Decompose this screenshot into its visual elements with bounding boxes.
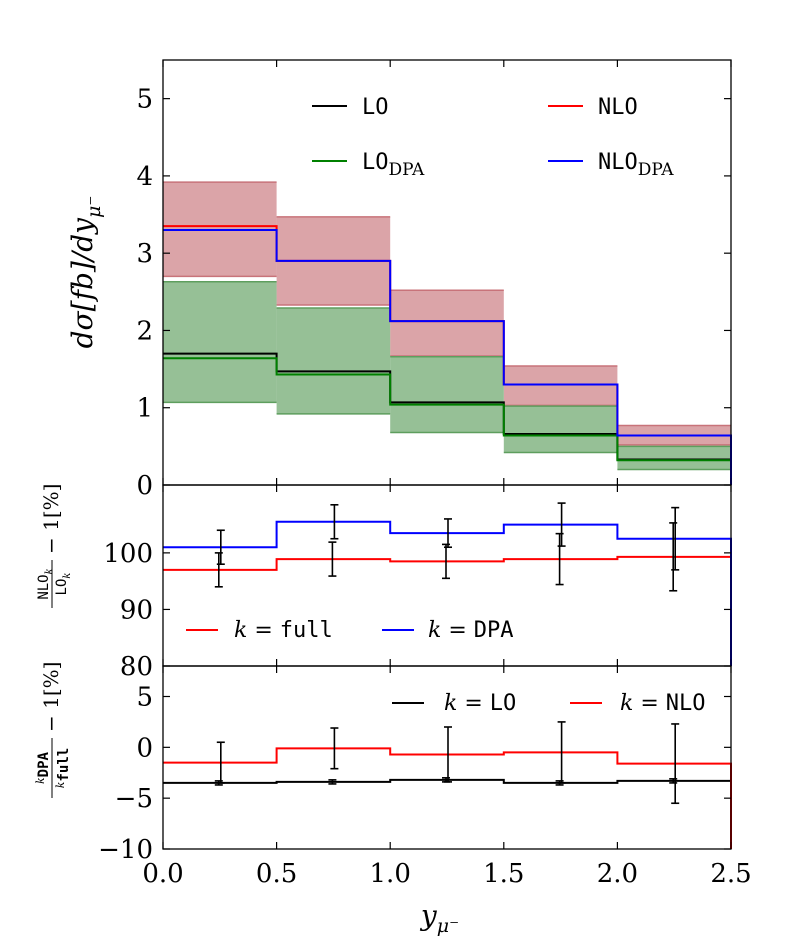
legend-label-k-dpa-prefix: k =	[428, 618, 474, 643]
bottom-y-ticks: −10 −5 0 5	[98, 683, 731, 865]
top-ylabel-main: dσ[fb]/dy	[66, 217, 99, 349]
band-1-bin-0	[163, 281, 277, 403]
band-0-bin-2	[390, 290, 504, 356]
bottom-frame	[162, 665, 732, 850]
bot-series-0	[163, 778, 732, 849]
bottom-legend: k = LO k = NLO	[392, 691, 706, 716]
bottom-ylabel-den-text: full	[56, 748, 72, 782]
mid-ytick-label-0: 80	[120, 652, 153, 682]
bottom-ylabel-num: kDPA	[34, 751, 52, 784]
top-ytick-label-1: 1	[136, 394, 153, 424]
middle-ylabel-num: NLOk	[36, 568, 55, 599]
series-nlo-dpa	[163, 229, 732, 485]
middle-legend: k = full k = DPA	[186, 618, 514, 643]
middle-ylabel: NLOk LOk − 1[%]	[36, 484, 73, 608]
xtick-label-1: 0.5	[256, 859, 297, 889]
mid-ytick-label-2: 100	[103, 539, 153, 569]
band-1-bin-4	[617, 446, 731, 470]
legend-label-lo-dpa-main: LO	[362, 150, 389, 175]
xtick-label-5: 2.5	[710, 859, 751, 889]
middle-lines	[163, 520, 732, 666]
bottom-lines	[163, 747, 732, 849]
legend-label-k-nlo: k = NLO	[620, 691, 706, 716]
top-legend: LO NLO LODPA NLODPA	[312, 95, 674, 180]
x-axis-label: yμ⁻	[419, 899, 459, 937]
bottom-ylabel-suffix: − 1[%]	[39, 662, 63, 732]
legend-label-k-nlo-value: NLO	[666, 691, 706, 716]
mid-series-0	[163, 555, 732, 666]
x-axis-label-sub: μ⁻	[437, 915, 459, 937]
legend-label-lo: LO	[362, 95, 389, 120]
top-y-ticks: 0 1 2 3 4 5	[136, 85, 731, 501]
middle-errorbars	[214, 502, 680, 592]
legend-label-lo-dpa-sub: DPA	[389, 160, 426, 180]
xtick-label-0: 0.0	[142, 859, 183, 889]
legend-label-nlo-dpa-sub: DPA	[638, 160, 675, 180]
top-ylabel-sub: μ⁻	[83, 196, 105, 218]
legend-label-k-full-prefix: k =	[234, 618, 280, 643]
legend-label-lo-dpa: LODPA	[362, 150, 425, 180]
legend-label-k-lo-prefix: k =	[444, 691, 490, 716]
legend-label-k-lo-value: LO	[490, 691, 517, 716]
top-ytick-label-3: 3	[136, 239, 153, 269]
middle-ylabel-num-sub: k	[44, 568, 55, 574]
bot-ytick-label-1: −5	[115, 784, 153, 814]
mid-series-1	[163, 520, 732, 666]
bot-ytick-label-3: 5	[136, 683, 153, 713]
middle-ylabel-den-text: LO	[54, 579, 70, 596]
top-bands	[163, 181, 731, 471]
middle-ylabel-suffix: − 1[%]	[39, 484, 63, 554]
top-ytick-label-4: 4	[136, 162, 153, 192]
xtick-label-3: 1.5	[483, 859, 524, 889]
top-lines	[163, 225, 732, 485]
legend-label-nlo-dpa-main: NLO	[598, 150, 638, 175]
x-ticks: 0.0 0.5 1.0 1.5 2.0 2.5	[142, 60, 752, 889]
xtick-label-2: 1.0	[370, 859, 411, 889]
bottom-ylabel: kDPA kfull − 1[%]	[34, 662, 72, 798]
bottom-ylabel-num-k: k	[34, 777, 47, 784]
middle-y-ticks: 80 90 100	[103, 539, 731, 682]
series-lo-dpa	[163, 357, 732, 485]
middle-ylabel-den-sub: k	[62, 573, 73, 579]
band-1-bin-3	[503, 406, 618, 453]
top-ytick-label-2: 2	[136, 316, 153, 346]
bot-ytick-label-0: −10	[98, 835, 153, 865]
legend-label-k-full: k = full	[234, 618, 333, 643]
top-ytick-label-0: 0	[136, 471, 153, 501]
bot-ytick-label-2: 0	[136, 733, 153, 763]
bottom-ylabel-den-k: k	[54, 781, 67, 788]
band-1-bin-2	[390, 356, 504, 433]
legend-label-k-dpa-value: DPA	[474, 618, 514, 643]
mid-ytick-label-1: 90	[120, 595, 153, 625]
bot-series-1	[163, 747, 732, 849]
legend-label-k-lo: k = LO	[444, 691, 516, 716]
top-ytick-label-5: 5	[136, 85, 153, 115]
bottom-errorbars	[214, 721, 680, 805]
middle-ylabel-num-text: NLO	[36, 574, 52, 599]
bottom-panel: −10 −5 0 5 0.0 0.5 1.0 1.5 2.0 2.5 k = LO k = NL…	[34, 60, 752, 937]
bottom-ylabel-num-text: DPA	[36, 751, 52, 777]
legend-label-nlo: NLO	[598, 95, 638, 120]
bottom-ylabel-den: kfull	[54, 748, 72, 788]
middle-ylabel-den: LOk	[54, 573, 73, 596]
legend-label-k-nlo-prefix: k =	[620, 691, 666, 716]
legend-label-k-dpa: k = DPA	[428, 618, 514, 643]
band-0-bin-3	[503, 366, 618, 406]
legend-label-nlo-dpa: NLODPA	[598, 150, 674, 180]
top-ylabel: dσ[fb]/dyμ⁻	[66, 196, 105, 349]
legend-label-k-full-value: full	[280, 618, 333, 643]
x-axis-label-main: y	[419, 899, 438, 932]
xtick-label-4: 2.0	[597, 859, 638, 889]
band-1-bin-1	[276, 308, 391, 414]
